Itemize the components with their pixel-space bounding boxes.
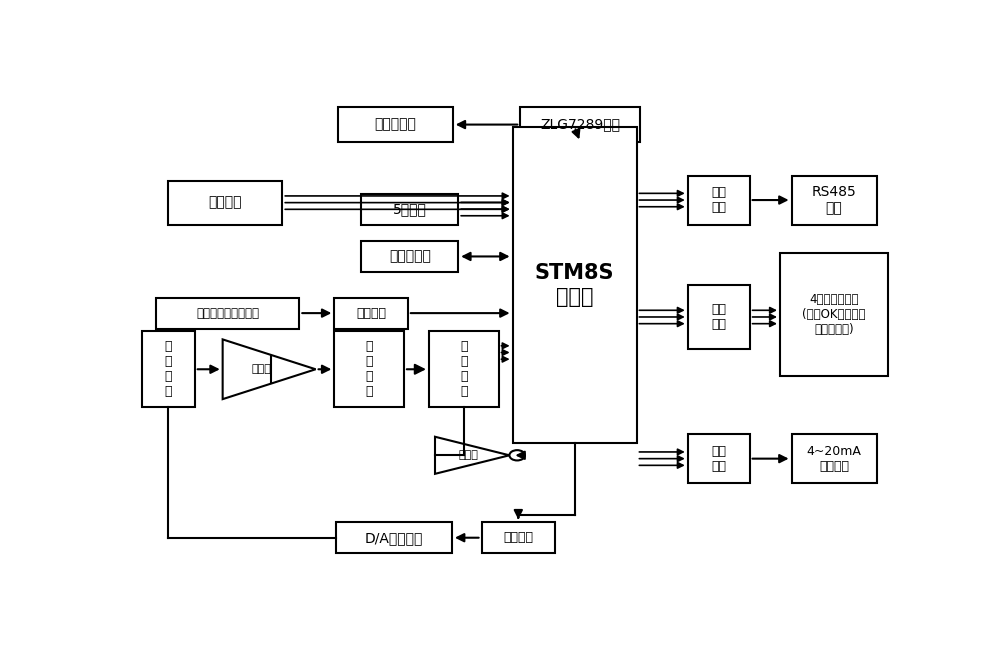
Text: 脉
冲
整
形: 脉 冲 整 形 (365, 341, 373, 398)
Text: 光
电
隔
离: 光 电 隔 离 (460, 341, 467, 398)
Polygon shape (435, 437, 509, 474)
Text: 光电隔离: 光电隔离 (503, 531, 533, 544)
Bar (168, 181, 282, 225)
Bar (336, 522, 452, 553)
Bar (792, 175, 877, 225)
Text: 5个按键: 5个按键 (393, 202, 427, 216)
Bar (429, 331, 499, 407)
Text: 光电
隔离: 光电 隔离 (711, 303, 726, 331)
Bar (142, 331, 195, 407)
Polygon shape (223, 339, 316, 399)
Text: 4个继电器输出
(通道OK、零转、
警告、危险): 4个继电器输出 (通道OK、零转、 警告、危险) (802, 293, 866, 336)
Bar (780, 253, 888, 377)
Bar (520, 107, 640, 142)
Text: D/A模拟输出: D/A模拟输出 (365, 531, 423, 545)
Bar (688, 175, 750, 225)
Text: 光电隔离: 光电隔离 (356, 306, 386, 320)
Text: RS485
通讯: RS485 通讯 (812, 185, 856, 215)
Bar (361, 241, 458, 272)
Bar (334, 331, 404, 407)
Bar (482, 522, 555, 553)
Text: 铁电存储器: 铁电存储器 (389, 250, 431, 264)
Bar (334, 298, 408, 328)
Bar (688, 434, 750, 483)
Text: 电源模块: 电源模块 (208, 195, 242, 209)
Text: 光电
隔离: 光电 隔离 (711, 186, 726, 214)
Bar (512, 126, 637, 444)
Bar (156, 298, 299, 328)
Bar (792, 434, 877, 483)
Bar (688, 285, 750, 349)
Text: 光电
隔离: 光电 隔离 (711, 445, 726, 472)
Text: 数码管显示: 数码管显示 (375, 118, 416, 132)
Text: 远程复位和旁路输入: 远程复位和旁路输入 (196, 306, 259, 320)
Text: STM8S
单片机: STM8S 单片机 (535, 264, 614, 306)
Bar (338, 107, 453, 142)
Text: 信
号
处
理: 信 号 处 理 (165, 341, 172, 398)
Text: ZLG7289驱动: ZLG7289驱动 (540, 118, 620, 132)
Bar (361, 193, 458, 225)
Text: 反相器: 反相器 (458, 450, 478, 460)
Circle shape (509, 450, 525, 460)
Text: 4~20mA
输出电路: 4~20mA 输出电路 (807, 445, 862, 472)
Text: 比较器: 比较器 (251, 364, 271, 374)
